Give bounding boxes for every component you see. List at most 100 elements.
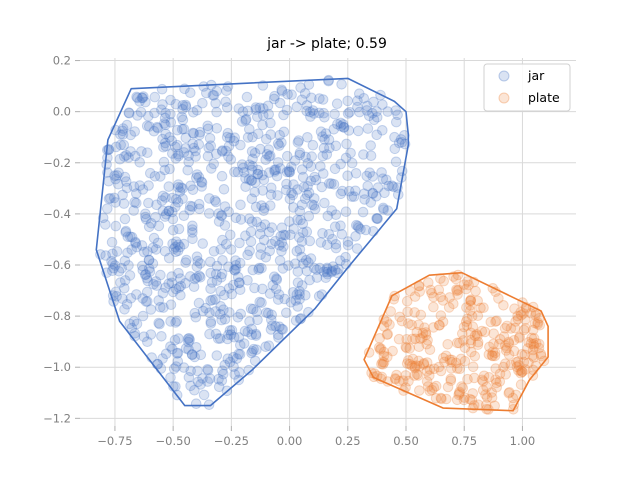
plate-point — [509, 322, 521, 334]
jar-point — [255, 221, 267, 233]
plate-point — [419, 322, 430, 334]
jar-point — [229, 265, 241, 276]
jar-point — [343, 125, 355, 136]
jar-point — [167, 343, 178, 355]
x-tick-label: −0.50 — [156, 434, 191, 448]
jar-point — [336, 229, 348, 240]
jar-point — [228, 331, 240, 343]
x-tick-label: 0.50 — [393, 434, 419, 448]
jar-point — [119, 171, 131, 183]
jar-point — [274, 321, 285, 333]
jar-point — [240, 181, 251, 192]
plate-point — [469, 330, 481, 342]
jar-point — [328, 124, 340, 135]
plate-point — [533, 338, 545, 350]
jar-point — [172, 197, 184, 208]
jar-point — [266, 222, 278, 233]
jar-point — [188, 142, 200, 154]
jar-point — [220, 238, 232, 250]
plate-point — [508, 345, 520, 357]
plate-point — [457, 328, 468, 339]
jar-point — [170, 317, 181, 328]
jar-point — [160, 209, 172, 220]
jar-point — [202, 123, 214, 135]
jar-point — [166, 277, 178, 289]
plate-point — [434, 320, 445, 331]
jar-point — [209, 195, 221, 206]
jar-point — [305, 175, 317, 187]
jar-point — [171, 315, 183, 327]
jar-point — [170, 201, 181, 213]
jar-point — [165, 299, 177, 311]
plate-point — [450, 357, 462, 369]
jar-point — [368, 114, 380, 126]
jar-point — [249, 355, 261, 367]
jar-point — [129, 126, 140, 137]
jar-point — [215, 285, 226, 297]
jar-point — [259, 219, 271, 230]
jar-point — [165, 372, 176, 383]
plate-point — [469, 350, 481, 362]
plate-point — [428, 382, 440, 394]
jar-point — [281, 166, 293, 178]
jar-point — [252, 314, 263, 326]
jar-point — [122, 247, 133, 259]
plate-point — [528, 338, 539, 350]
jar-point — [117, 189, 128, 201]
plate-point — [468, 400, 480, 411]
plate-point — [530, 360, 542, 372]
jar-point — [158, 302, 169, 313]
jar-point — [155, 363, 167, 374]
plate-point — [516, 366, 528, 377]
jar-point — [172, 347, 184, 359]
plate-point — [451, 284, 462, 295]
jar-point — [262, 100, 274, 112]
plate-point — [420, 327, 432, 338]
jar-point — [230, 263, 242, 275]
jar-point — [322, 210, 334, 222]
jar-point — [125, 231, 136, 243]
jar-point — [258, 234, 270, 246]
jar-point — [232, 166, 244, 178]
jar-point — [155, 171, 166, 182]
jar-point — [282, 89, 293, 100]
jar-point — [314, 107, 325, 119]
jar-point — [205, 140, 216, 151]
jar-point — [276, 86, 288, 97]
plate-point — [424, 364, 436, 375]
jar-point — [140, 211, 151, 223]
jar-point — [228, 135, 240, 147]
jar-point — [280, 184, 292, 196]
jar-point — [175, 289, 186, 301]
plate-point — [440, 350, 452, 362]
plate-point — [396, 315, 408, 327]
jar-point — [258, 174, 270, 186]
jar-point — [359, 194, 370, 205]
plate-point — [476, 325, 488, 337]
jar-point — [297, 171, 309, 183]
jar-point — [315, 161, 326, 172]
jar-point — [100, 219, 111, 230]
jar-point — [281, 104, 293, 116]
jar-point — [189, 384, 200, 396]
plate-point — [442, 339, 454, 350]
jar-point — [314, 93, 325, 104]
jar-point — [368, 96, 379, 108]
plate-point — [453, 284, 464, 296]
jar-point — [190, 151, 201, 162]
plate-point — [428, 363, 440, 375]
jar-point — [211, 350, 223, 361]
jar-point — [335, 121, 347, 132]
jar-point — [261, 133, 272, 145]
jar-point — [197, 97, 208, 109]
jar-point — [216, 210, 227, 221]
plate-point — [472, 295, 484, 307]
jar-point — [204, 133, 216, 144]
plate-point — [421, 338, 433, 350]
plate-point — [374, 344, 386, 355]
jar-point — [118, 139, 130, 151]
jar-point — [304, 106, 316, 118]
jar-point — [296, 94, 308, 106]
jar-point — [142, 147, 153, 158]
jar-point — [141, 120, 153, 132]
